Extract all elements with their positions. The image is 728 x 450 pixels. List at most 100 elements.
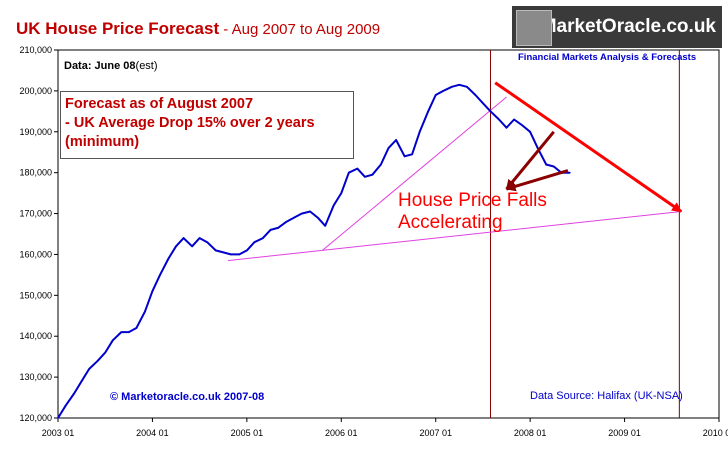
- price-point: [167, 257, 170, 260]
- price-point: [151, 290, 154, 293]
- y-tick-label: 200,000: [19, 86, 52, 96]
- logo-tagline: Financial Markets Analysis & Forecasts: [518, 52, 697, 63]
- x-tick-label: 2003 01: [42, 428, 75, 438]
- price-point: [348, 171, 350, 174]
- price-point: [144, 310, 146, 313]
- price-point: [246, 249, 248, 252]
- title-main: UK House Price Forecast: [16, 19, 220, 38]
- y-tick-label: 210,000: [19, 45, 52, 55]
- price-point: [73, 392, 75, 395]
- price-point: [442, 90, 445, 92]
- x-tick-label: 2006 01: [325, 428, 358, 438]
- price-point: [222, 251, 225, 254]
- price-point: [300, 212, 303, 215]
- forecast-note-box: Forecast as of August 2007 - UK Average …: [60, 91, 354, 159]
- price-point: [182, 237, 185, 239]
- chart-title: UK House Price Forecast - Aug 2007 to Au…: [16, 19, 380, 39]
- y-tick-label: 140,000: [19, 331, 52, 341]
- x-tick-label: 2008 01: [514, 428, 547, 438]
- price-point: [552, 165, 555, 168]
- price-point: [324, 225, 327, 227]
- data-date-label: Data: June 08(est): [64, 60, 158, 72]
- price-point: [489, 110, 492, 113]
- logo-image: [516, 10, 552, 46]
- price-point: [57, 417, 59, 419]
- y-tick-label: 130,000: [19, 372, 52, 382]
- data-date-prefix: Data: June 08: [64, 60, 136, 72]
- price-point: [293, 216, 295, 219]
- data-source-label: Data Source: Halifax (UK-NSA): [530, 390, 683, 402]
- price-point: [198, 237, 201, 239]
- forecast-line-1: Forecast as of August 2007: [65, 96, 254, 112]
- marketoracle-logo[interactable]: MarketOracle.co.uk: [512, 6, 722, 48]
- price-point: [395, 139, 397, 141]
- x-tick-label: 2010 01: [703, 428, 728, 438]
- price-point: [427, 110, 429, 113]
- price-point: [340, 192, 343, 194]
- price-point: [120, 331, 123, 333]
- price-point: [332, 204, 335, 207]
- price-point: [466, 86, 468, 88]
- price-point: [285, 220, 288, 223]
- price-point: [450, 86, 453, 88]
- trend-line-2: [322, 96, 507, 251]
- price-point: [230, 253, 232, 256]
- x-tick-label: 2007 01: [419, 428, 452, 438]
- price-point: [159, 274, 161, 276]
- price-point: [309, 210, 311, 213]
- data-date-suffix: (est): [135, 60, 158, 72]
- price-point: [253, 241, 256, 243]
- price-point: [505, 126, 508, 129]
- price-point: [175, 245, 177, 248]
- x-tick-label: 2005 01: [231, 428, 264, 438]
- price-point: [545, 163, 547, 166]
- price-point: [474, 94, 477, 96]
- x-tick-label: 2009 01: [608, 428, 641, 438]
- price-point: [214, 249, 217, 252]
- acceleration-arrow-1: [505, 130, 555, 190]
- forecast-arrow: [494, 81, 683, 213]
- price-point: [64, 404, 67, 407]
- price-point: [269, 229, 272, 231]
- acceleration-arrow-2: [505, 169, 569, 192]
- price-point: [380, 163, 382, 166]
- price-point: [403, 155, 406, 158]
- price-point: [135, 327, 138, 329]
- price-point: [569, 171, 571, 174]
- trend-line-1: [227, 211, 682, 262]
- title-subtitle: - Aug 2007 to Aug 2009: [219, 21, 381, 38]
- copyright-label: © Marketoracle.co.uk 2007-08: [110, 391, 265, 403]
- price-point: [104, 351, 107, 354]
- price-point: [277, 227, 279, 229]
- logo-text: MarketOracle.co.uk: [540, 16, 716, 37]
- price-series-line: [57, 83, 570, 419]
- annotation-line-2: Accelerating: [398, 212, 503, 233]
- price-point: [387, 147, 390, 149]
- y-tick-label: 180,000: [19, 168, 52, 178]
- y-tick-label: 170,000: [19, 209, 52, 219]
- y-tick-label: 150,000: [19, 290, 52, 300]
- price-point: [498, 118, 500, 121]
- price-point: [521, 124, 524, 127]
- price-point: [482, 102, 484, 104]
- price-point: [191, 245, 193, 248]
- price-point: [529, 130, 531, 133]
- price-point: [80, 380, 83, 383]
- price-point: [96, 359, 99, 362]
- price-point: [371, 173, 374, 176]
- price-point: [364, 175, 366, 178]
- price-point: [128, 331, 130, 333]
- forecast-line-3: (minimum): [65, 134, 140, 150]
- annotation-line-1: House Price Falls: [398, 190, 547, 211]
- forecast-line-2: - UK Average Drop 15% over 2 years: [65, 115, 315, 131]
- price-point: [262, 237, 264, 239]
- plot-frame: [57, 49, 720, 419]
- y-tick-label: 120,000: [19, 413, 52, 423]
- x-tick-label: 2004 01: [136, 428, 169, 438]
- price-point: [316, 216, 319, 219]
- price-point: [238, 253, 241, 256]
- y-tick-label: 160,000: [19, 249, 52, 259]
- price-point: [458, 83, 461, 86]
- price-point: [111, 339, 114, 342]
